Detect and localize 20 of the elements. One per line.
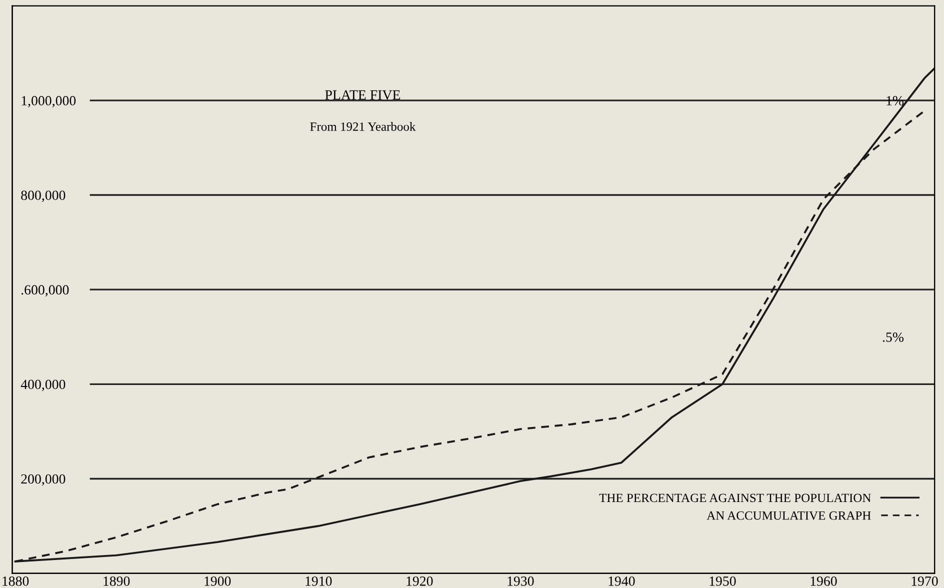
x-tick-label: 1900 bbox=[204, 576, 231, 586]
x-tick-label: 1960 bbox=[810, 576, 837, 586]
x-tick-label: 1890 bbox=[104, 576, 130, 586]
y2-tick-label: .5% bbox=[882, 332, 904, 342]
x-tick-label: 1910 bbox=[306, 576, 332, 586]
text: PLATE FIVE bbox=[325, 90, 400, 100]
x-tick-label: 1940 bbox=[608, 576, 635, 586]
x-tick-label: 1930 bbox=[508, 576, 534, 586]
y-tick-label: 800,000 bbox=[21, 190, 66, 202]
y-tick-label: 1,000,000 bbox=[22, 96, 76, 108]
y-tick-label: 200,000 bbox=[21, 474, 66, 486]
x-tick-label: 1880 bbox=[2, 576, 29, 586]
legend-label: THE PERCENTAGE AGAINST THE POPULATION bbox=[599, 494, 871, 502]
x-tick-label: 1950 bbox=[710, 576, 736, 586]
legend-label: AN ACCUMULATIVE GRAPH bbox=[706, 511, 871, 520]
text: From 1921 Yearbook bbox=[310, 122, 416, 131]
y-tick-label: 400,000 bbox=[20, 380, 66, 392]
x-tick-label: 1920 bbox=[406, 576, 433, 586]
y-tick-label: .600,000 bbox=[22, 285, 69, 297]
x-tick-label: 1970 bbox=[912, 576, 938, 586]
